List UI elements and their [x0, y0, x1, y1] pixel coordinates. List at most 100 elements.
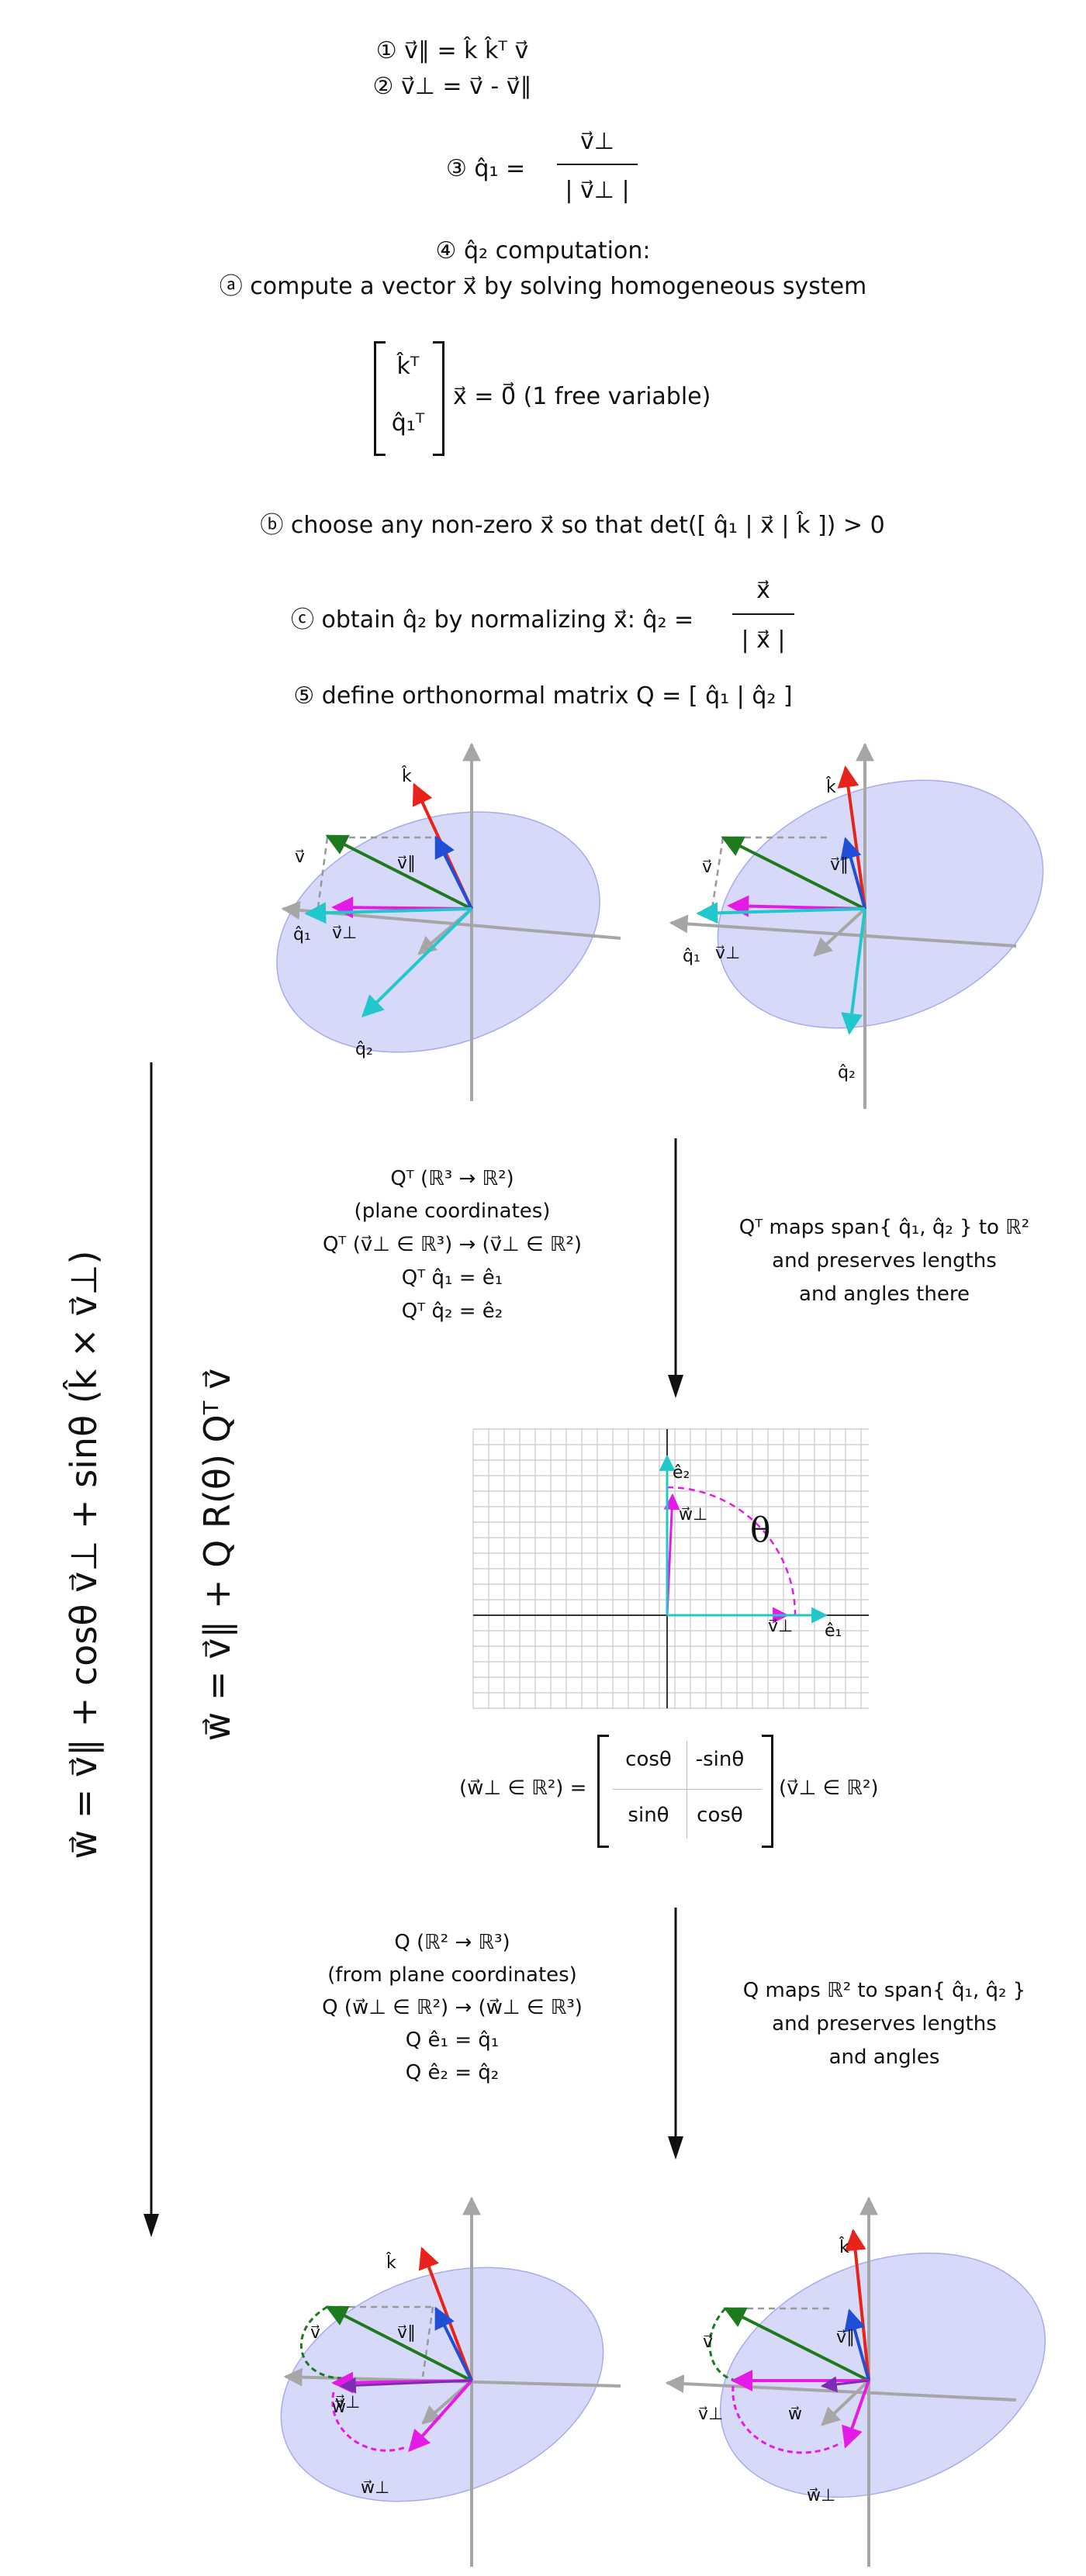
projection-line: [421, 2306, 434, 2377]
w-perp-vector: [408, 2379, 473, 2453]
v-parallel-label: v⃗∥: [397, 854, 416, 873]
v-parallel-vector: [844, 2308, 870, 2381]
v-parallel-vector: [840, 837, 866, 910]
rotation-m11: cosθ: [625, 1748, 672, 1771]
step-4b: ⓑ choose any non-zero x⃗ so that det([ q…: [260, 512, 885, 539]
w-perp-label: w⃗⊥: [361, 2478, 389, 2498]
qt-line-2: (plane coordinates): [354, 1200, 551, 1223]
k-hat-label: k̂: [839, 2237, 849, 2257]
rotation-matrix-divider: [613, 1789, 762, 1790]
rotation-plane: [719, 2252, 1046, 2498]
q-note-3: and angles: [828, 2046, 940, 2069]
q-line-1: Q (ℝ² → ℝ³): [394, 1931, 510, 1954]
projection-line: [711, 837, 725, 910]
rotation-plane: [717, 779, 1044, 1029]
qt-note-1: Qᵀ maps span{ q̂₁, q̂₂ } to ℝ²: [738, 1216, 1030, 1239]
v-perp-label: v⃗⊥: [335, 2393, 360, 2412]
v-label: v⃗: [703, 2333, 713, 2352]
plane-coordinates-plot: ê₂ w⃗⊥ θ v⃗⊥ ê₁: [472, 1428, 869, 1709]
k-hat-label: k̂: [825, 777, 836, 797]
qt-line-4: Qᵀ q̂₁ = ê₁: [401, 1266, 503, 1290]
theta-label: θ: [750, 1511, 771, 1550]
top-left-3d-figure: k̂ v⃗ v⃗∥ q̂₁ v⃗⊥ q̂₂: [276, 742, 621, 1101]
v-perp-rotation-path: [331, 2391, 408, 2452]
matrix-row-2: q̂₁ᵀ: [391, 409, 425, 437]
q-note-2: and preserves lengths: [772, 2012, 997, 2036]
x-axis: [669, 914, 1017, 948]
step-4c-prefix: ⓒ obtain q̂₂ by normalizing x⃗: q̂₂ =: [291, 606, 694, 634]
matrix-row-1: k̂ᵀ: [396, 353, 420, 380]
grid-lines: [472, 1428, 869, 1709]
qt-line-3: Qᵀ (v⃗⊥ ∈ ℝ³) → (v⃗⊥ ∈ ℝ²): [322, 1233, 583, 1256]
q1-hat-vector: [304, 902, 472, 924]
v-vector: [723, 2307, 870, 2382]
rotation-rhs: (v⃗⊥ ∈ ℝ²): [779, 1777, 879, 1800]
rotation-lhs: (w⃗⊥ ∈ ℝ²) =: [459, 1777, 587, 1800]
bottom-right-3d-figure: k̂ v⃗ v⃗∥ v⃗⊥ w⃗ w⃗⊥: [665, 2196, 1046, 2567]
q-line-2: (from plane coordinates): [327, 1963, 577, 1987]
rotation-matrix-right-bracket: [762, 1735, 773, 1848]
v-perp-label: v⃗⊥: [715, 944, 740, 963]
q1-hat-label: q̂₁: [293, 925, 311, 944]
step-5: ⑤ define orthonormal matrix Q = [ q̂₁ | …: [293, 682, 793, 710]
q-line-5: Q ê₂ = q̂₂: [405, 2061, 500, 2084]
rotation-matrix-left-bracket: [597, 1735, 609, 1848]
q-flow-arrow: [668, 1908, 683, 2160]
v-parallel-label: v⃗∥: [830, 855, 849, 875]
matrix-rotation-formula: w⃗ = v⃗∥ + Q R(θ) Qᵀ v⃗: [196, 1368, 238, 1742]
q2-hat-label: q̂₂: [355, 1040, 373, 1059]
q1-hat-label: q̂₁: [683, 947, 700, 966]
v-perp-label: v⃗⊥: [698, 2405, 723, 2424]
rodrigues-formula: w⃗ = v⃗∥ + cosθ v⃗⊥ + sinθ (k̂ × v⃗⊥): [63, 1250, 105, 1859]
qt-note-3: and angles there: [799, 1283, 970, 1306]
w-label: w⃗: [788, 2405, 802, 2424]
y-axis: [821, 2379, 870, 2426]
v-parallel-vector: [434, 835, 473, 910]
k-hat-label: k̂: [386, 2253, 396, 2273]
matrix-left-bracket: [374, 341, 386, 456]
step-4a: ⓐ compute a vector x⃗ by solving homogen…: [219, 273, 867, 300]
v-perp-rotation-path: [731, 2385, 842, 2454]
rotation-m21: sinθ: [628, 1804, 669, 1827]
e1-label: ê₁: [825, 1621, 842, 1641]
q2-hat-label: q̂₂: [838, 1063, 856, 1083]
step-4c-denominator: | x⃗ |: [741, 627, 786, 654]
qt-line-1: Qᵀ (ℝ³ → ℝ²): [390, 1167, 514, 1190]
qt-note-2: and preserves lengths: [772, 1249, 997, 1272]
q-note-1: Q maps ℝ² to span{ q̂₁, q̂₂ }: [742, 1979, 1026, 2002]
overall-flow-arrow: [144, 1062, 159, 2237]
v-perp-label: v⃗⊥: [332, 924, 357, 943]
v-vector: [325, 834, 472, 910]
step-4c-fraction-bar: [732, 613, 794, 615]
q2-hat-vector: [841, 908, 866, 1035]
w-perp-2d-label: w⃗⊥: [679, 1505, 707, 1525]
bottom-left-3d-figure: k̂ v⃗ v⃗∥ v⃗⊥ w⃗ w⃗⊥: [280, 2196, 621, 2567]
step-4-title: ④ q̂₂ computation:: [435, 237, 651, 264]
step-3-numerator: v⃗⊥: [580, 128, 614, 155]
k-hat-vector: [844, 2229, 870, 2381]
v-rotation-path: [708, 2307, 738, 2382]
step-1: ① v⃗∥ = k̂ k̂ᵀ v⃗: [375, 37, 529, 64]
step-3-fraction-bar: [557, 164, 638, 165]
v-parallel-label: v⃗∥: [397, 2323, 416, 2343]
v-parallel-vector: [434, 2306, 473, 2381]
w-vector: [820, 2376, 870, 2393]
v-label: v⃗: [310, 2323, 320, 2343]
x-axis: [665, 2374, 1017, 2402]
e2-label: ê₂: [673, 1463, 690, 1483]
w-label: w⃗: [332, 2398, 346, 2417]
bottom-3d-figures: k̂ v⃗ v⃗∥ v⃗⊥ w⃗ w⃗⊥ k̂ v⃗ v⃗∥ v⃗⊥ w⃗ w⃗…: [280, 2196, 1046, 2567]
step-4c-numerator: x⃗: [756, 577, 770, 604]
w-vector: [339, 2377, 472, 2394]
step-2: ② v⃗⊥ = v⃗ - v⃗∥: [372, 73, 532, 100]
qt-line-5: Qᵀ q̂₂ = ê₂: [401, 1300, 503, 1323]
q1-hat-vector: [696, 902, 866, 924]
v-parallel-label: v⃗∥: [836, 2328, 855, 2347]
q-line-3: Q (w⃗⊥ ∈ ℝ²) → (w⃗⊥ ∈ ℝ³): [322, 1996, 583, 2019]
top-3d-figures: k̂ v⃗ v⃗∥ q̂₁ v⃗⊥ q̂₂ k̂ v⃗ v⃗∥ q̂₁ v⃗⊥ …: [276, 742, 1044, 1109]
matrix-right-bracket: [433, 341, 444, 456]
rotation-plane: [276, 811, 600, 1053]
v-label: v⃗: [702, 858, 712, 877]
w-perp-label: w⃗⊥: [807, 2486, 835, 2505]
v-label: v⃗: [295, 848, 305, 867]
